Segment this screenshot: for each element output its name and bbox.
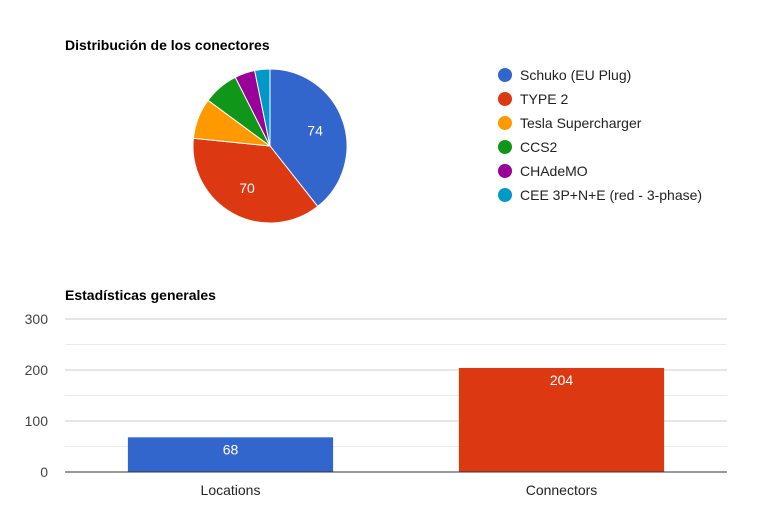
pie-legend-label: CHAdeMO bbox=[520, 163, 588, 179]
pie-legend: Schuko (EU Plug) TYPE 2 Tesla Supercharger… bbox=[498, 67, 702, 203]
bar-x-tick-label: Connectors bbox=[526, 482, 598, 498]
pie-slice-label: 74 bbox=[307, 122, 323, 138]
pie-legend-label: Schuko (EU Plug) bbox=[520, 67, 631, 83]
pie-legend-item[interactable]: CCS2 bbox=[498, 139, 558, 155]
pie-chart: 74 70 bbox=[192, 68, 348, 224]
pie-legend-label: CCS2 bbox=[520, 139, 558, 155]
legend-swatch-icon bbox=[498, 92, 512, 106]
bar-y-tick-label: 200 bbox=[25, 362, 49, 378]
bar-y-axis: 0 100 200 300 bbox=[25, 311, 49, 480]
bar-x-tick-label: Locations bbox=[201, 482, 261, 498]
legend-swatch-icon bbox=[498, 140, 512, 154]
bar-data-label: 68 bbox=[223, 441, 239, 457]
bar-y-tick-label: 300 bbox=[25, 311, 49, 327]
legend-swatch-icon bbox=[498, 68, 512, 82]
pie-legend-item[interactable]: CHAdeMO bbox=[498, 163, 588, 179]
bar-locations[interactable] bbox=[127, 437, 334, 472]
legend-swatch-icon bbox=[498, 188, 512, 202]
bar-y-tick-label: 100 bbox=[25, 413, 49, 429]
pie-slice-label: 70 bbox=[239, 180, 255, 196]
pie-slice[interactable] bbox=[269, 68, 348, 208]
bar-connectors[interactable] bbox=[458, 367, 665, 472]
pie-legend-item[interactable]: Schuko (EU Plug) bbox=[498, 67, 631, 83]
pie-slice[interactable] bbox=[254, 68, 271, 147]
pie-chart-title: Distribución de los conectores bbox=[65, 37, 270, 53]
legend-swatch-icon bbox=[498, 164, 512, 178]
pie-slice[interactable] bbox=[192, 137, 319, 224]
pie-legend-item[interactable]: CEE 3P+N+E (red - 3-phase) bbox=[498, 187, 702, 203]
pie-legend-item[interactable]: TYPE 2 bbox=[498, 91, 568, 107]
pie-legend-label: TYPE 2 bbox=[520, 91, 568, 107]
bar-chart: 68 204 bbox=[65, 367, 727, 473]
bar-data-label: 204 bbox=[550, 372, 574, 388]
pie-legend-item[interactable]: Tesla Supercharger bbox=[498, 115, 642, 131]
legend-swatch-icon bbox=[498, 116, 512, 130]
bar-y-tick-label: 0 bbox=[40, 464, 48, 480]
pie-legend-label: CEE 3P+N+E (red - 3-phase) bbox=[520, 187, 702, 203]
pie-legend-label: Tesla Supercharger bbox=[520, 115, 642, 131]
bar-chart-title: Estadísticas generales bbox=[65, 287, 216, 303]
bar-x-axis: Locations Connectors bbox=[201, 482, 598, 498]
